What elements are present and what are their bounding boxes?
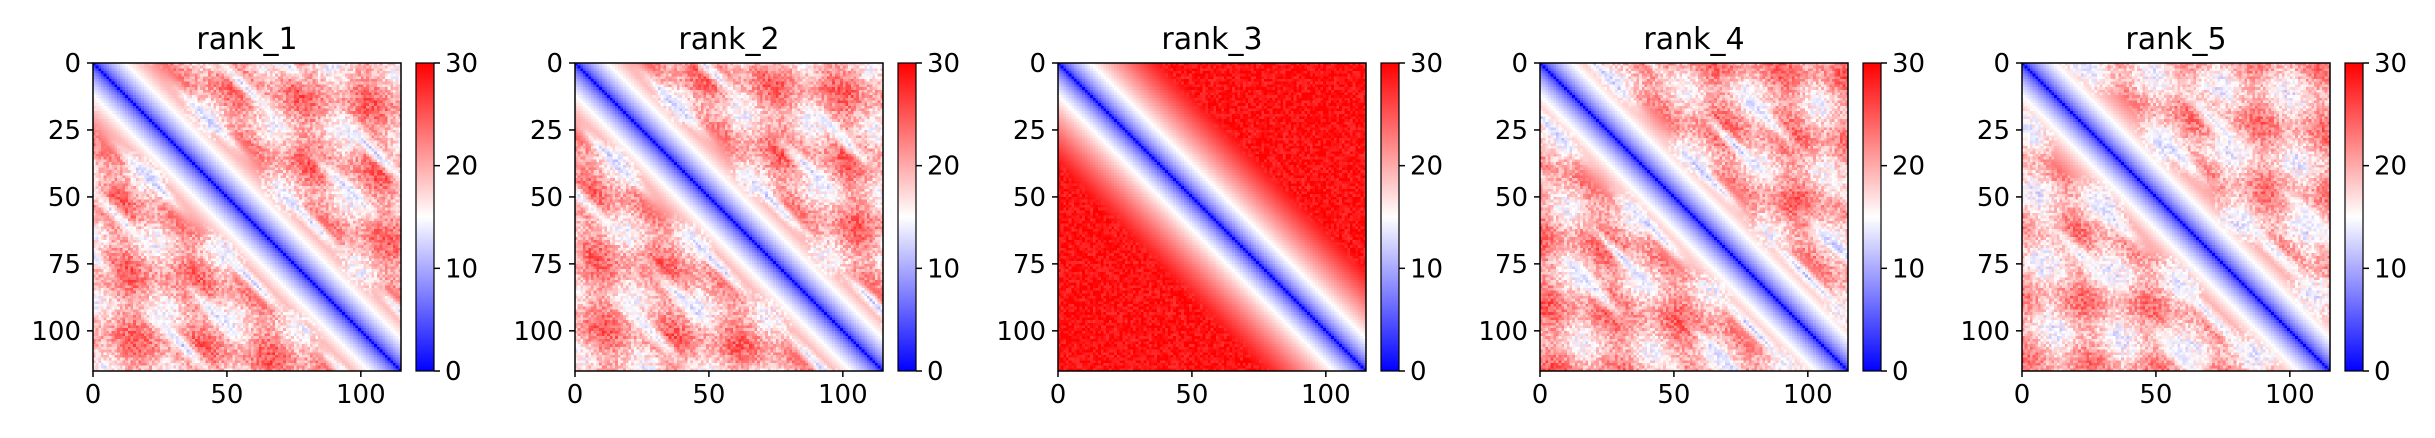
colorbar xyxy=(2344,62,2364,372)
x-tick-label: 0 xyxy=(2014,380,2031,410)
colorbar-tick-label: 0 xyxy=(2374,357,2391,387)
heatmap-image xyxy=(575,63,883,371)
heatmap-image xyxy=(2022,63,2330,371)
y-tick-label: 0 xyxy=(1993,49,2010,79)
x-tick-label: 100 xyxy=(336,380,386,410)
colorbar-tick-label: 0 xyxy=(927,357,944,387)
colorbar-tick-label: 10 xyxy=(1410,254,1443,284)
y-tick-label: 100 xyxy=(1478,317,1528,347)
colorbar-tick-label: 10 xyxy=(2374,254,2407,284)
y-tick-label: 0 xyxy=(1029,49,1046,79)
heatmap-frame xyxy=(1539,62,1849,372)
y-tick-label: 50 xyxy=(1013,183,1046,213)
panel-title: rank_4 xyxy=(1643,22,1744,57)
colorbar-tick-label: 0 xyxy=(1892,357,1909,387)
heatmap-panel-5: rank_5 0 50 100 0 25 50 75 100 0 10 20 30 xyxy=(1960,22,2407,410)
y-tick-label: 75 xyxy=(1977,250,2010,280)
x-tick-label: 50 xyxy=(1175,380,1208,410)
y-tick-label: 50 xyxy=(48,183,81,213)
colorbar-tick-label: 30 xyxy=(1410,49,1443,79)
colorbar-tick-label: 0 xyxy=(445,357,462,387)
y-tick-label: 100 xyxy=(513,317,563,347)
colorbar xyxy=(1380,62,1400,372)
x-tick-label: 50 xyxy=(692,380,725,410)
y-tick-label: 100 xyxy=(996,317,1046,347)
heatmap-panel-1: rank_1 0 50 100 0 25 50 75 100 0 10 20 30 xyxy=(31,22,478,410)
y-tick-label: 75 xyxy=(1495,250,1528,280)
heatmap-panel-2: rank_2 0 50 100 0 25 50 75 100 0 10 20 30 xyxy=(513,22,960,410)
y-tick-label: 50 xyxy=(1495,183,1528,213)
colorbar-tick-label: 10 xyxy=(1892,254,1925,284)
y-tick-label: 0 xyxy=(64,49,81,79)
y-tick-label: 25 xyxy=(530,116,563,146)
x-tick-label: 50 xyxy=(210,380,243,410)
heatmap-panel-3: rank_3 0 50 100 0 25 50 75 100 0 10 20 30 xyxy=(996,22,1443,410)
x-tick-label: 0 xyxy=(567,380,584,410)
colorbar-tick-label: 20 xyxy=(927,152,960,182)
y-tick-label: 75 xyxy=(1013,250,1046,280)
colorbar-tick-label: 20 xyxy=(1892,152,1925,182)
colorbar-tick-label: 10 xyxy=(445,254,478,284)
y-tick-label: 25 xyxy=(48,116,81,146)
heatmap-image xyxy=(1540,63,1848,371)
y-tick-label: 75 xyxy=(530,250,563,280)
y-tick-label: 75 xyxy=(48,250,81,280)
colorbar-tick-label: 30 xyxy=(927,49,960,79)
y-tick-label: 0 xyxy=(1511,49,1528,79)
x-tick-label: 50 xyxy=(2139,380,2172,410)
x-tick-label: 0 xyxy=(85,380,102,410)
heatmap-image xyxy=(1058,63,1366,371)
y-tick-label: 25 xyxy=(1977,116,2010,146)
heatmap-frame xyxy=(574,62,884,372)
x-tick-label: 0 xyxy=(1050,380,1067,410)
heatmap-frame xyxy=(1057,62,1367,372)
heatmap-frame xyxy=(2021,62,2331,372)
heatmap-panel-4: rank_4 0 50 100 0 25 50 75 100 0 10 20 30 xyxy=(1478,22,1925,410)
colorbar xyxy=(1862,62,1882,372)
colorbar-tick-label: 30 xyxy=(1892,49,1925,79)
colorbar-tick-label: 20 xyxy=(1410,152,1443,182)
colorbar-tick-label: 30 xyxy=(2374,49,2407,79)
heatmap-image xyxy=(93,63,401,371)
y-tick-label: 100 xyxy=(31,317,81,347)
x-tick-label: 50 xyxy=(1657,380,1690,410)
colorbar-tick-label: 20 xyxy=(2374,152,2407,182)
colorbar xyxy=(897,62,917,372)
panel-title: rank_3 xyxy=(1161,22,1262,57)
y-tick-label: 100 xyxy=(1960,317,2010,347)
colorbar xyxy=(415,62,435,372)
y-tick-label: 50 xyxy=(530,183,563,213)
x-tick-label: 0 xyxy=(1532,380,1549,410)
y-tick-label: 0 xyxy=(546,49,563,79)
x-tick-label: 100 xyxy=(818,380,868,410)
colorbar-tick-label: 20 xyxy=(445,152,478,182)
x-tick-label: 100 xyxy=(1783,380,1833,410)
y-tick-label: 25 xyxy=(1495,116,1528,146)
panel-title: rank_5 xyxy=(2125,22,2226,57)
heatmap-frame xyxy=(92,62,402,372)
panel-title: rank_2 xyxy=(678,22,779,57)
y-tick-label: 50 xyxy=(1977,183,2010,213)
x-tick-label: 100 xyxy=(2265,380,2315,410)
colorbar-tick-label: 0 xyxy=(1410,357,1427,387)
colorbar-tick-label: 30 xyxy=(445,49,478,79)
x-tick-label: 100 xyxy=(1301,380,1351,410)
panel-title: rank_1 xyxy=(196,22,297,57)
colorbar-tick-label: 10 xyxy=(927,254,960,284)
y-tick-label: 25 xyxy=(1013,116,1046,146)
